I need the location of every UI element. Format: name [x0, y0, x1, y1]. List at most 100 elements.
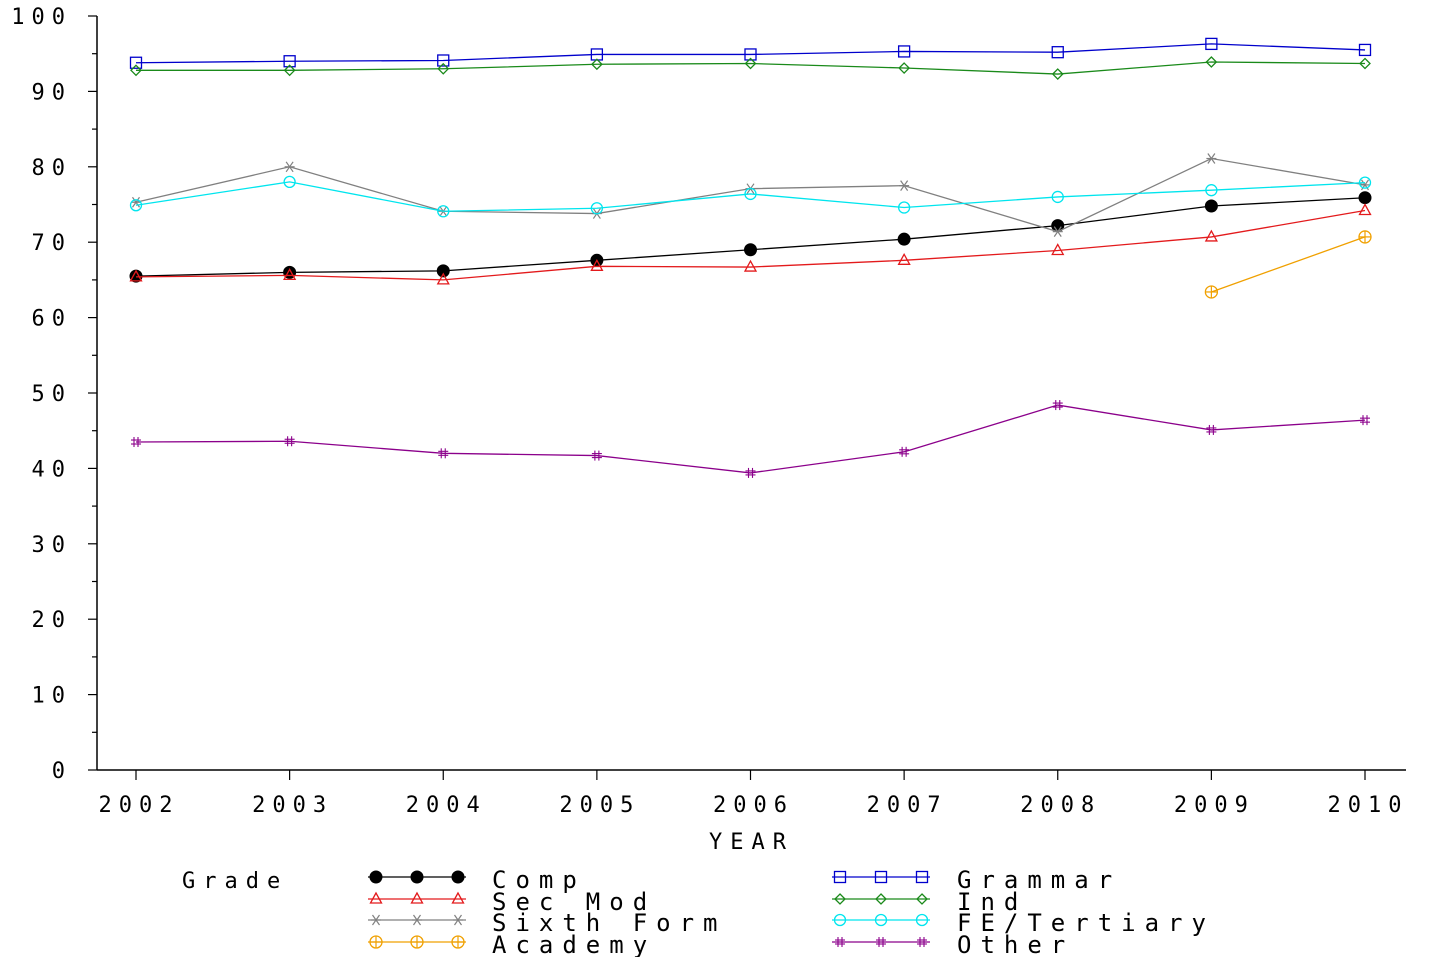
data-point-ind — [590, 58, 603, 71]
y-tick-label: 10 — [32, 684, 73, 709]
data-point-ind — [283, 64, 296, 77]
legend-marker — [833, 870, 847, 884]
data-point-sixth-form — [899, 180, 910, 191]
data-point-sec-mod — [590, 258, 604, 271]
legend-item-other: Other — [832, 931, 1065, 957]
data-point-other — [131, 437, 141, 448]
legend-marker — [875, 893, 887, 905]
series-line-other — [135, 404, 1366, 474]
legend-label-sixth-form: Sixth Form — [492, 909, 727, 937]
y-tick-label: 80 — [32, 156, 73, 181]
y-tick-label: 50 — [32, 382, 73, 407]
y-tick-label: 0 — [52, 759, 72, 784]
data-point-sec-mod — [1204, 229, 1218, 242]
data-point-fe-tertiary — [1358, 176, 1372, 189]
series-line-comp — [135, 197, 1366, 277]
data-point-comp — [744, 243, 757, 257]
legend-marker — [916, 893, 928, 905]
series-sixth-form — [131, 153, 1370, 237]
legend-item-grammar: Grammar — [832, 866, 1121, 894]
data-point-sixth-form — [1052, 226, 1063, 237]
data-point-fe-tertiary — [1051, 190, 1064, 204]
legend-marker — [835, 937, 845, 947]
legend-marker — [369, 870, 383, 884]
series-line-sec-mod — [135, 209, 1366, 281]
x-tick-label: 2007 — [867, 793, 948, 818]
data-point-fe-tertiary — [283, 175, 296, 189]
data-point-ind — [1205, 56, 1218, 68]
data-point-other — [1206, 424, 1217, 435]
data-point-comp — [1358, 191, 1372, 205]
y-tick-label: 90 — [32, 80, 73, 105]
data-point-grammar — [1205, 37, 1218, 51]
legend-marker — [917, 937, 927, 947]
series-comp — [129, 191, 1372, 283]
legend-marker — [834, 893, 846, 905]
data-point-other — [591, 450, 602, 461]
legend-marker — [410, 935, 424, 949]
x-tick-label: 2008 — [1020, 793, 1101, 818]
legend-marker — [451, 935, 465, 949]
series-line-fe-tertiary — [135, 181, 1366, 212]
legend-marker — [451, 891, 465, 904]
legend-item-academy: Academy — [368, 931, 656, 957]
series-grammar — [129, 37, 1372, 69]
data-point-grammar — [1358, 43, 1372, 57]
data-point-other — [745, 467, 756, 478]
legend-title: Grade — [182, 869, 288, 894]
data-point-fe-tertiary — [437, 205, 450, 218]
x-tick-label: 2003 — [252, 793, 333, 818]
data-point-ind — [744, 57, 757, 70]
data-point-comp — [436, 264, 450, 278]
data-point-other — [438, 448, 449, 459]
data-point-grammar — [129, 56, 143, 69]
axes: 0 10 20 30 40 50 60 70 80 90 100 2002 2003 2004 2005 20… — [11, 5, 1406, 818]
legend-marker — [412, 914, 422, 926]
legend-label-academy: Academy — [492, 931, 656, 957]
legend-label-sec-mod: Sec Mod — [492, 888, 656, 916]
legend-item-ind: Ind — [832, 888, 1027, 916]
plot-area — [129, 37, 1372, 478]
x-tick-label: 2009 — [1174, 793, 1255, 818]
data-point-sec-mod — [283, 268, 297, 281]
data-point-other — [1052, 400, 1063, 411]
legend-marker — [369, 891, 383, 904]
data-point-grammar — [1051, 46, 1064, 59]
data-point-ind — [1359, 57, 1371, 70]
legend-marker — [915, 913, 929, 927]
x-tick-label: 2004 — [406, 793, 487, 818]
legend-label-ind: Ind — [957, 888, 1027, 916]
data-point-grammar — [744, 48, 757, 61]
legend-marker — [876, 937, 886, 947]
data-point-grammar — [437, 54, 450, 67]
data-point-grammar — [897, 45, 911, 58]
data-point-sixth-form — [284, 161, 295, 173]
y-tick-label: 70 — [32, 231, 73, 256]
series-fe-tertiary — [129, 175, 1372, 218]
data-point-other — [284, 436, 295, 447]
data-point-sixth-form — [131, 196, 141, 208]
y-tick-label: 100 — [11, 5, 72, 30]
data-point-comp — [897, 232, 911, 246]
legend-label-grammar: Grammar — [957, 866, 1121, 894]
legend-marker — [451, 870, 465, 884]
legend-item-sixth-form: Sixth Form — [368, 909, 727, 937]
data-point-fe-tertiary — [897, 201, 911, 214]
data-point-sec-mod — [1051, 243, 1065, 256]
data-point-ind — [898, 62, 911, 74]
series-sec-mod — [129, 203, 1372, 285]
data-point-academy — [1204, 285, 1219, 299]
series-line-academy — [1211, 236, 1366, 293]
data-point-ind — [437, 62, 450, 75]
data-point-grammar — [283, 55, 296, 68]
legend-marker — [410, 891, 424, 904]
series-other — [131, 400, 1370, 478]
legend-label-comp: Comp — [492, 866, 586, 894]
y-tick-label: 30 — [32, 533, 73, 558]
y-tick-label: 60 — [32, 307, 73, 332]
series-line-grammar — [135, 43, 1366, 64]
legend-item-sec-mod: Sec Mod — [368, 888, 656, 916]
legend-label-fe-tertiary: FE/Tertiary — [957, 909, 1215, 937]
